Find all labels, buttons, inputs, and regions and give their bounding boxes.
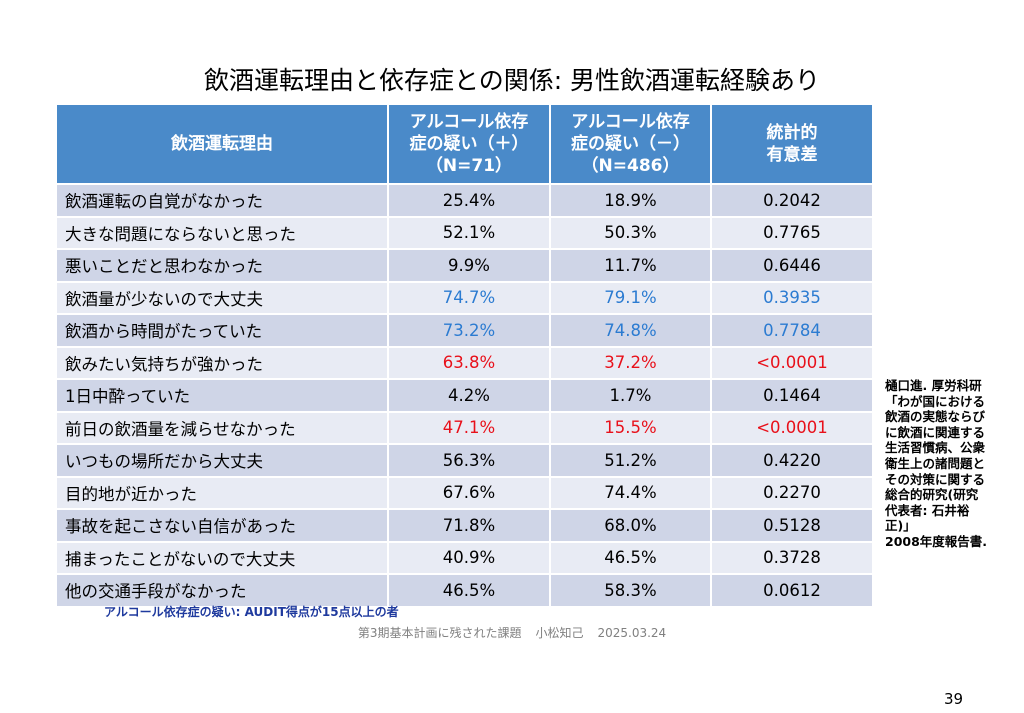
dependence-positive-cell: 46.5% xyxy=(388,573,551,606)
dependence-negative-cell: 79.1% xyxy=(550,280,712,314)
table-row: 捕まったことがないので大丈夫 40.9% 46.5% 0.3728 xyxy=(57,540,872,574)
table-row: 悪いことだと思わなかった 9.9% 11.7% 0.6446 xyxy=(57,248,872,282)
dependence-positive-cell: 74.7% xyxy=(388,280,551,314)
table-row: 事故を起こさない自信があった 71.8% 68.0% 0.5128 xyxy=(57,508,872,542)
dependence-negative-cell: 18.9% xyxy=(550,183,712,217)
reason-cell: 捕まったことがないので大丈夫 xyxy=(57,540,389,574)
citation: 樋口進. 厚労科研 「わが国における 飲酒の実態ならび に飲酒に関連する 生活習… xyxy=(885,378,988,549)
results-table: 飲酒運転理由 アルコール依存 症の疑い（＋） （N=71） アルコール依存 症の疑い（… xyxy=(57,105,872,606)
table-body: 飲酒運転の自覚がなかった 25.4% 18.9% 0.2042 大きな問題にならないと思… xyxy=(57,183,872,606)
header-dependence-negative: アルコール依存 症の疑い（－） （N=486） xyxy=(550,105,712,184)
reason-cell: 悪いことだと思わなかった xyxy=(57,248,389,282)
dependence-positive-cell: 9.9% xyxy=(388,248,551,282)
dependence-positive-cell: 40.9% xyxy=(388,540,551,574)
dependence-negative-cell: 51.2% xyxy=(550,443,712,477)
dependence-positive-cell: 25.4% xyxy=(388,183,551,217)
reason-cell: 飲酒から時間がたっていた xyxy=(57,313,389,347)
reason-cell: 飲酒量が少ないので大丈夫 xyxy=(57,280,389,314)
table-row: 飲酒運転の自覚がなかった 25.4% 18.9% 0.2042 xyxy=(57,183,872,217)
reason-cell: いつもの場所だから大丈夫 xyxy=(57,443,389,477)
footer-text: 第3期基本計画に残された課題 xyxy=(357,626,522,640)
table-row: 飲酒から時間がたっていた 73.2% 74.8% 0.7784 xyxy=(57,313,872,347)
footer-date: 2025.03.24 xyxy=(597,626,667,640)
dependence-positive-cell: 73.2% xyxy=(388,313,551,347)
table-header-row: 飲酒運転理由 アルコール依存 症の疑い（＋） （N=71） アルコール依存 症の疑い（… xyxy=(57,105,872,184)
table-row: 飲みたい気持ちが強かった 63.8% 37.2% <0.0001 xyxy=(57,345,872,379)
slide-footer: 第3期基本計画に残された課題 小松知己 2025.03.24 xyxy=(0,624,1024,641)
table-row: 前日の飲酒量を減らせなかった 47.1% 15.5% <0.0001 xyxy=(57,410,872,444)
p-value-cell: 0.5128 xyxy=(711,508,872,542)
dependence-negative-cell: 15.5% xyxy=(550,410,712,444)
header-reason: 飲酒運転理由 xyxy=(57,105,389,184)
reason-cell: 飲みたい気持ちが強かった xyxy=(57,345,389,379)
p-value-cell: 0.1464 xyxy=(711,378,872,412)
p-value-cell: <0.0001 xyxy=(711,345,872,379)
p-value-cell: <0.0001 xyxy=(711,410,872,444)
reason-cell: 前日の飲酒量を減らせなかった xyxy=(57,410,389,444)
dependence-negative-cell: 50.3% xyxy=(550,215,712,249)
table-row: 目的地が近かった 67.6% 74.4% 0.2270 xyxy=(57,475,872,509)
header-dependence-positive: アルコール依存 症の疑い（＋） （N=71） xyxy=(388,105,551,184)
table-row: いつもの場所だから大丈夫 56.3% 51.2% 0.4220 xyxy=(57,443,872,477)
slide-title: 飲酒運転理由と依存症との関係: 男性飲酒運転経験あり xyxy=(203,66,821,95)
p-value-cell: 0.2270 xyxy=(711,475,872,509)
dependence-negative-cell: 11.7% xyxy=(550,248,712,282)
dependence-positive-cell: 52.1% xyxy=(388,215,551,249)
header-significance: 統計的 有意差 xyxy=(711,105,872,184)
dependence-negative-cell: 68.0% xyxy=(550,508,712,542)
p-value-cell: 0.3728 xyxy=(711,540,872,574)
dependence-negative-cell: 58.3% xyxy=(550,573,712,606)
p-value-cell: 0.2042 xyxy=(711,183,872,217)
reason-cell: 飲酒運転の自覚がなかった xyxy=(57,183,389,217)
dependence-negative-cell: 74.4% xyxy=(550,475,712,509)
definition-note: アルコール依存症の疑い: AUDIT得点が15点以上の者 xyxy=(104,605,399,619)
footer-author: 小松知己 xyxy=(535,626,584,640)
reason-cell: 大きな問題にならないと思った xyxy=(57,215,389,249)
dependence-positive-cell: 47.1% xyxy=(388,410,551,444)
p-value-cell: 0.7765 xyxy=(711,215,872,249)
dependence-negative-cell: 46.5% xyxy=(550,540,712,574)
p-value-cell: 0.7784 xyxy=(711,313,872,347)
p-value-cell: 0.0612 xyxy=(711,573,872,606)
dependence-positive-cell: 56.3% xyxy=(388,443,551,477)
dependence-positive-cell: 71.8% xyxy=(388,508,551,542)
p-value-cell: 0.6446 xyxy=(711,248,872,282)
table-row: 他の交通手段がなかった 46.5% 58.3% 0.0612 xyxy=(57,573,872,606)
p-value-cell: 0.4220 xyxy=(711,443,872,477)
dependence-negative-cell: 1.7% xyxy=(550,378,712,412)
p-value-cell: 0.3935 xyxy=(711,280,872,314)
dependence-positive-cell: 63.8% xyxy=(388,345,551,379)
table-row: 飲酒量が少ないので大丈夫 74.7% 79.1% 0.3935 xyxy=(57,280,872,314)
reason-cell: 1日中酔っていた xyxy=(57,378,389,412)
reason-cell: 他の交通手段がなかった xyxy=(57,573,389,606)
dependence-negative-cell: 37.2% xyxy=(550,345,712,379)
dependence-positive-cell: 4.2% xyxy=(388,378,551,412)
dependence-negative-cell: 74.8% xyxy=(550,313,712,347)
dependence-positive-cell: 67.6% xyxy=(388,475,551,509)
reason-cell: 目的地が近かった xyxy=(57,475,389,509)
table-row: 大きな問題にならないと思った 52.1% 50.3% 0.7765 xyxy=(57,215,872,249)
reason-cell: 事故を起こさない自信があった xyxy=(57,508,389,542)
page-number: 39 xyxy=(944,690,964,708)
table-row: 1日中酔っていた 4.2% 1.7% 0.1464 xyxy=(57,378,872,412)
